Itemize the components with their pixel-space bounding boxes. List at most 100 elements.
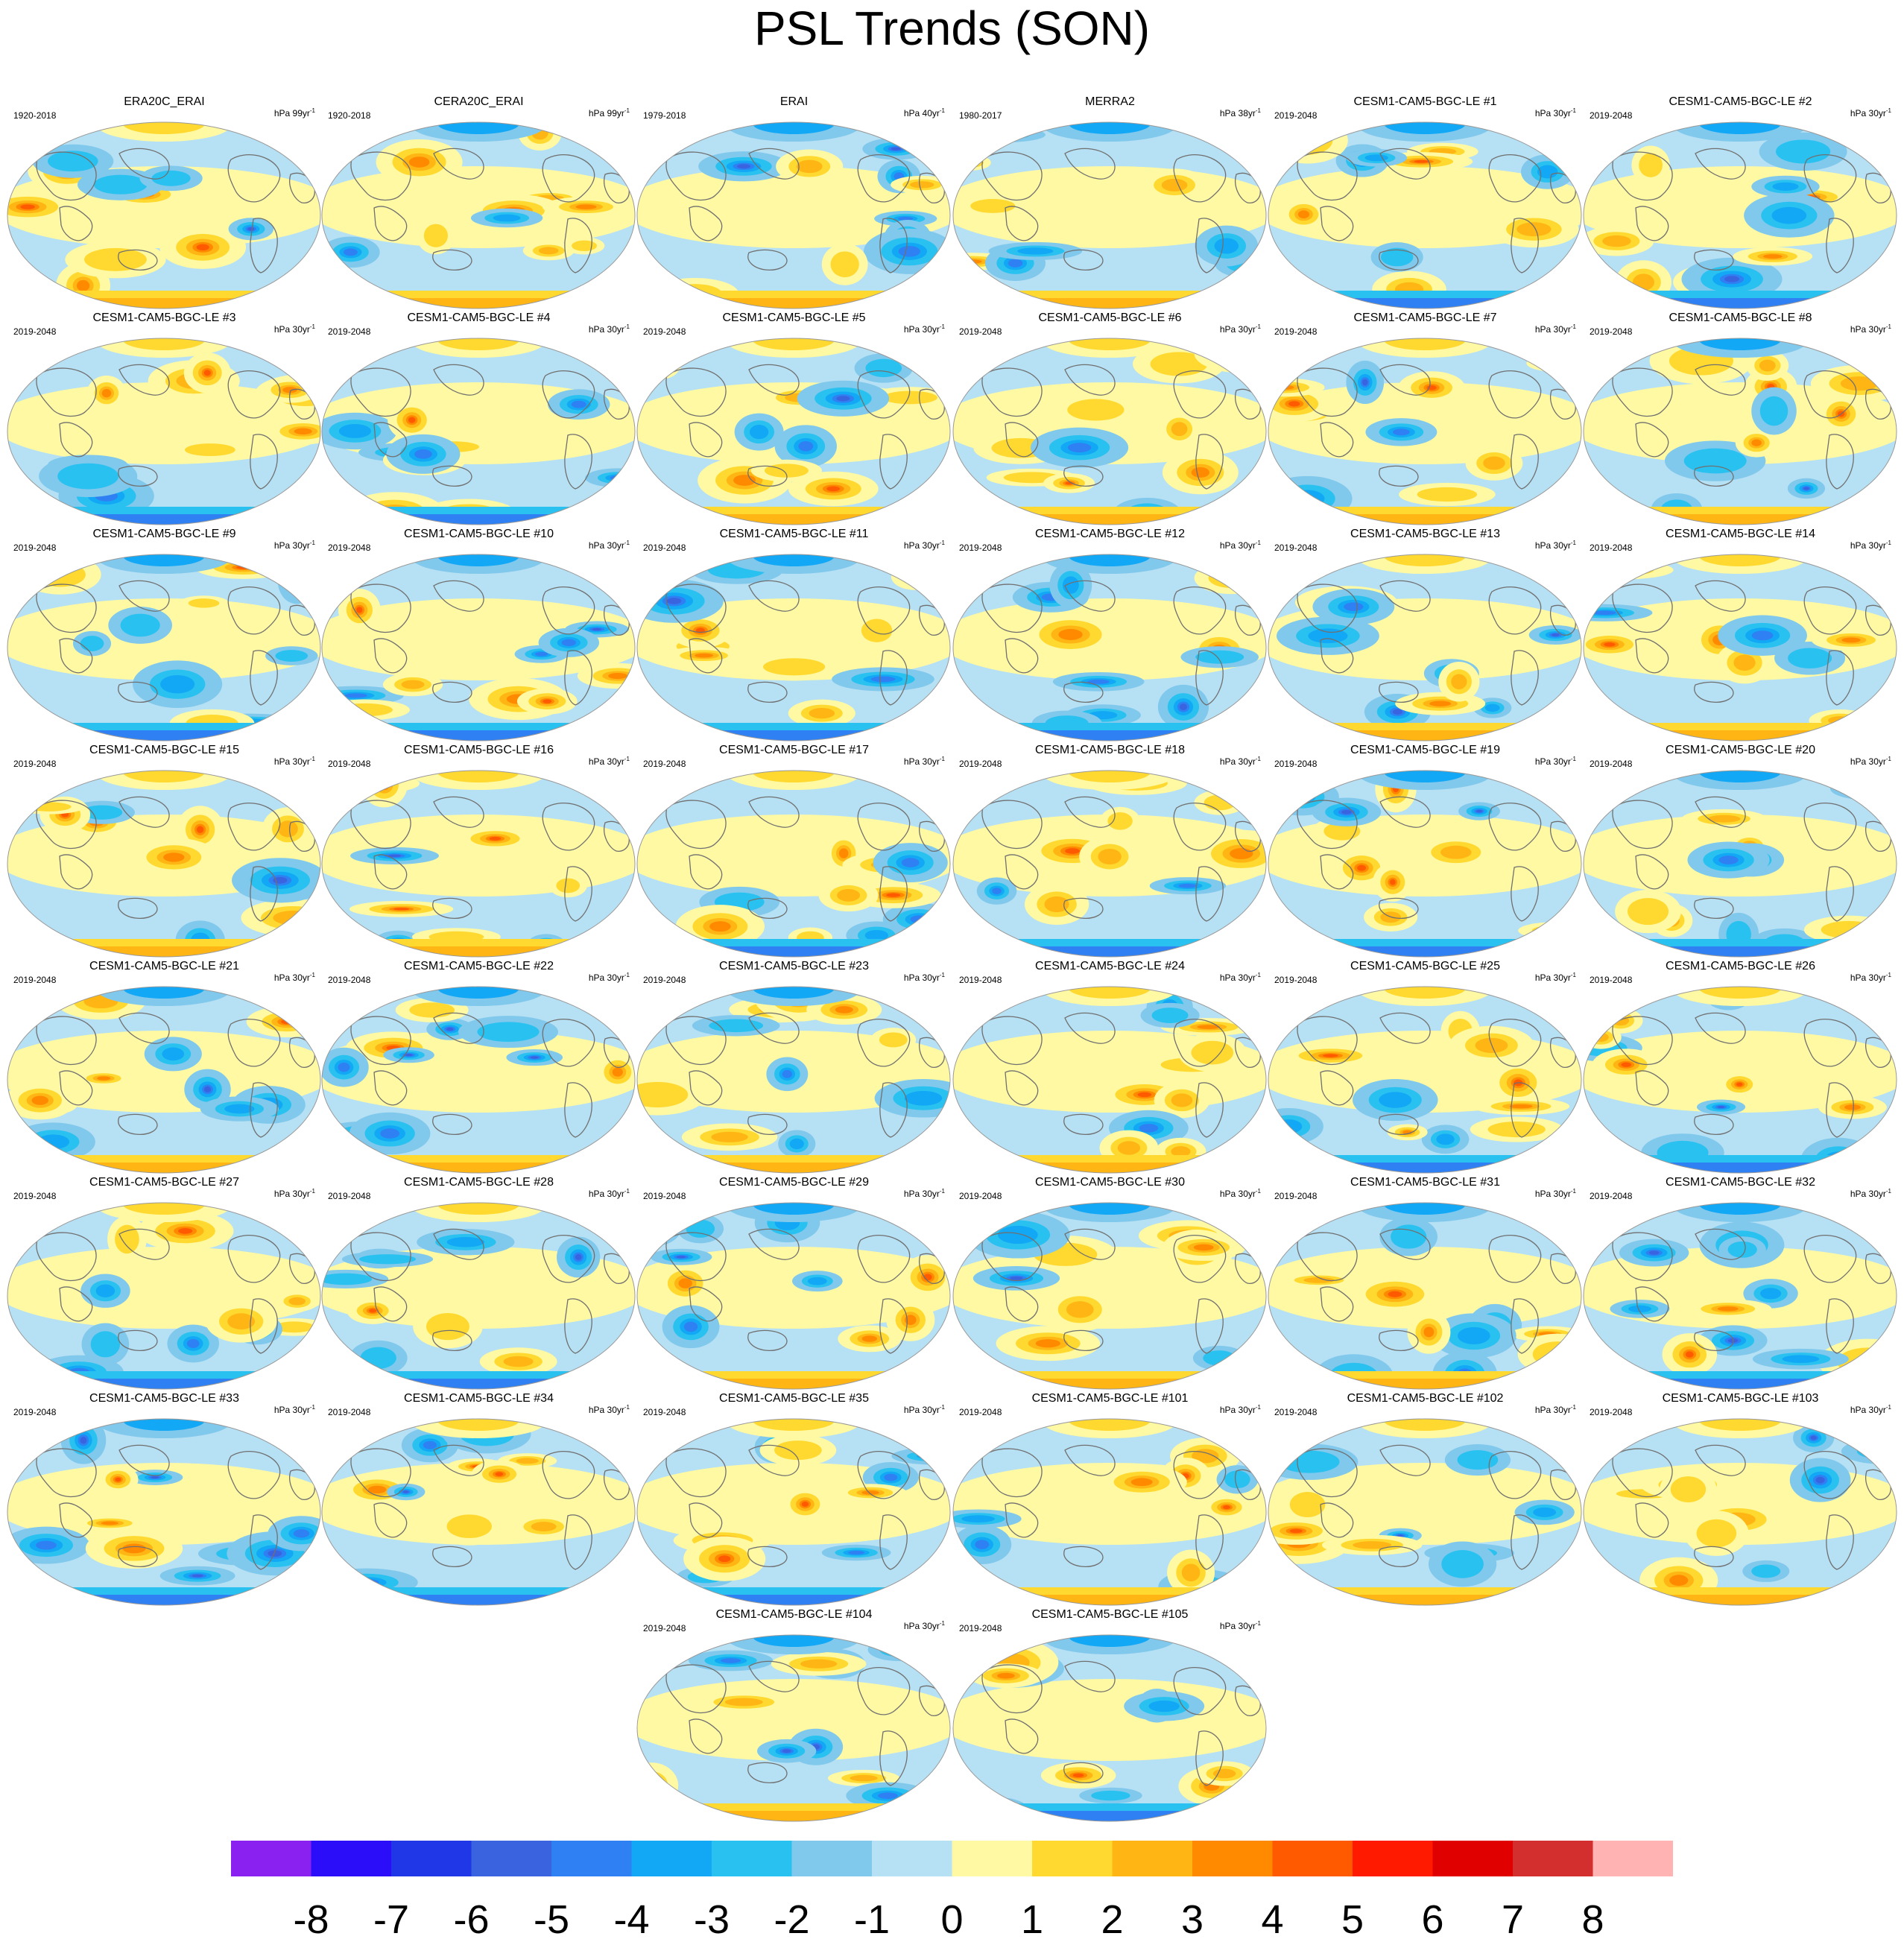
map-panel-grid: ERA20C_ERAI 1920-2018 hPa 99yr-1 CERA20C_ER… bbox=[6, 95, 1899, 1822]
map-panel: CESM1-CAM5-BGC-LE #30 2019-2048 hPa 30yr-1 bbox=[952, 1176, 1268, 1392]
panel-period: 2019-2048 bbox=[643, 1407, 686, 1417]
panel-title: MERRA2 bbox=[1085, 95, 1135, 108]
map-panel: CESM1-CAM5-BGC-LE #12 2019-2048 hPa 30yr-1 bbox=[952, 528, 1268, 744]
colorbar-tick-label: 3 bbox=[1180, 1897, 1204, 1942]
map-panel: CESM1-CAM5-BGC-LE #11 2019-2048 hPa 30yr-1 bbox=[636, 528, 952, 744]
colorbar-tick-label: -4 bbox=[613, 1897, 650, 1942]
panel-period: 2019-2048 bbox=[13, 1191, 57, 1201]
map-panel: CESM1-CAM5-BGC-LE #102 2019-2048 hPa 30yr-… bbox=[1267, 1392, 1584, 1608]
map-panel: MERRA2 1980-2017 hPa 38yr-1 bbox=[952, 95, 1268, 311]
panel-period: 2019-2048 bbox=[643, 543, 686, 553]
panel-title: CESM1-CAM5-BGC-LE #24 bbox=[1035, 960, 1185, 972]
panel-period: 2019-2048 bbox=[643, 326, 686, 337]
panel-units: hPa 30yr-1 bbox=[273, 1188, 315, 1199]
panel-units: hPa 30yr-1 bbox=[1219, 1188, 1261, 1199]
colorbar-swatch bbox=[391, 1841, 472, 1876]
colorbar-swatch bbox=[872, 1841, 952, 1876]
map-panel: CESM1-CAM5-BGC-LE #7 2019-2048 hPa 30yr-1 bbox=[1267, 311, 1584, 528]
panel-period: 2019-2048 bbox=[959, 543, 1002, 553]
map-panel: CESM1-CAM5-BGC-LE #10 2019-2048 hPa 30yr-1 bbox=[320, 528, 637, 744]
map-panel: CESM1-CAM5-BGC-LE #14 2019-2048 hPa 30yr-1 bbox=[1582, 528, 1899, 744]
panel-title: CESM1-CAM5-BGC-LE #104 bbox=[715, 1608, 873, 1621]
panel-title: CESM1-CAM5-BGC-LE #18 bbox=[1035, 744, 1185, 756]
map-plot bbox=[1268, 338, 1582, 525]
panel-units: hPa 99yr-1 bbox=[588, 107, 630, 118]
panel-period: 2019-2048 bbox=[1274, 326, 1318, 337]
colorbar-swatch bbox=[311, 1841, 391, 1876]
panel-title: CESM1-CAM5-BGC-LE #103 bbox=[1662, 1392, 1819, 1405]
panel-period: 2019-2048 bbox=[1274, 543, 1318, 553]
map-panel: CESM1-CAM5-BGC-LE #21 2019-2048 hPa 30yr-1 bbox=[6, 960, 323, 1176]
map-plot bbox=[321, 338, 636, 525]
panel-units: hPa 30yr-1 bbox=[273, 756, 315, 767]
colorbar-swatch bbox=[1032, 1841, 1113, 1876]
panel-period: 2019-2048 bbox=[959, 1623, 1002, 1633]
panel-period: 2019-2048 bbox=[1590, 759, 1633, 769]
panel-title: CESM1-CAM5-BGC-LE #20 bbox=[1666, 744, 1815, 756]
panel-period: 2019-2048 bbox=[13, 759, 57, 769]
panel-period: 2019-2048 bbox=[1274, 1191, 1318, 1201]
panel-units: hPa 30yr-1 bbox=[1850, 107, 1891, 118]
panel-title: ERAI bbox=[779, 95, 809, 108]
panel-units: hPa 30yr-1 bbox=[588, 323, 630, 335]
panel-period: 2019-2048 bbox=[328, 1407, 371, 1417]
map-panel: CESM1-CAM5-BGC-LE #13 2019-2048 hPa 30yr-1 bbox=[1267, 528, 1584, 744]
panel-units: hPa 30yr-1 bbox=[903, 323, 945, 335]
panel-period: 1980-2017 bbox=[959, 110, 1002, 121]
panel-title: CESM1-CAM5-BGC-LE #1 bbox=[1353, 95, 1497, 108]
panel-title: CESM1-CAM5-BGC-LE #12 bbox=[1035, 528, 1185, 540]
colorbar-tick-label: 6 bbox=[1421, 1897, 1444, 1942]
panel-title: CESM1-CAM5-BGC-LE #14 bbox=[1666, 528, 1815, 540]
map-plot bbox=[1268, 1418, 1582, 1606]
panel-period: 1920-2018 bbox=[13, 110, 57, 121]
panel-period: 2019-2048 bbox=[1590, 1191, 1633, 1201]
map-panel: CESM1-CAM5-BGC-LE #35 2019-2048 hPa 30yr-1 bbox=[636, 1392, 952, 1608]
map-plot bbox=[636, 986, 951, 1174]
panel-units: hPa 30yr-1 bbox=[1534, 540, 1576, 551]
map-panel: ERA20C_ERAI 1920-2018 hPa 99yr-1 bbox=[6, 95, 323, 311]
map-panel: CESM1-CAM5-BGC-LE #4 2019-2048 hPa 30yr-1 bbox=[320, 311, 637, 528]
colorbar-swatch bbox=[231, 1841, 311, 1876]
panel-period: 2019-2048 bbox=[1274, 759, 1318, 769]
map-panel: CESM1-CAM5-BGC-LE #27 2019-2048 hPa 30yr-1 bbox=[6, 1176, 323, 1392]
panel-title: CESM1-CAM5-BGC-LE #13 bbox=[1350, 528, 1500, 540]
panel-period: 2019-2048 bbox=[1590, 110, 1633, 121]
panel-period: 2019-2048 bbox=[13, 1407, 57, 1417]
panel-period: 2019-2048 bbox=[1274, 1407, 1318, 1417]
panel-title: CESM1-CAM5-BGC-LE #26 bbox=[1666, 960, 1815, 972]
map-panel: CESM1-CAM5-BGC-LE #28 2019-2048 hPa 30yr-1 bbox=[320, 1176, 637, 1392]
map-panel: CESM1-CAM5-BGC-LE #19 2019-2048 hPa 30yr-1 bbox=[1267, 744, 1584, 960]
panel-period: 2019-2048 bbox=[1590, 975, 1633, 985]
panel-units: hPa 30yr-1 bbox=[1534, 107, 1576, 118]
colorbar bbox=[231, 1841, 1673, 1876]
colorbar-swatch bbox=[1513, 1841, 1593, 1876]
panel-title: CESM1-CAM5-BGC-LE #6 bbox=[1038, 311, 1182, 324]
map-plot bbox=[1583, 1202, 1897, 1390]
map-panel: CESM1-CAM5-BGC-LE #103 2019-2048 hPa 30yr-… bbox=[1582, 1392, 1899, 1608]
panel-title: CESM1-CAM5-BGC-LE #33 bbox=[89, 1392, 239, 1405]
panel-period: 2019-2048 bbox=[959, 1191, 1002, 1201]
map-plot bbox=[952, 121, 1267, 309]
map-panel: CESM1-CAM5-BGC-LE #18 2019-2048 hPa 30yr-1 bbox=[952, 744, 1268, 960]
map-panel: CESM1-CAM5-BGC-LE #3 2019-2048 hPa 30yr-1 bbox=[6, 311, 323, 528]
panel-units: hPa 30yr-1 bbox=[273, 540, 315, 551]
panel-period: 2019-2048 bbox=[328, 326, 371, 337]
panel-title: CESM1-CAM5-BGC-LE #32 bbox=[1666, 1176, 1815, 1189]
map-plot bbox=[321, 986, 636, 1174]
colorbar-swatch bbox=[1593, 1841, 1673, 1876]
panel-title: CESM1-CAM5-BGC-LE #25 bbox=[1350, 960, 1500, 972]
panel-units: hPa 30yr-1 bbox=[1850, 1188, 1891, 1199]
map-plot bbox=[952, 1418, 1267, 1606]
panel-period: 2019-2048 bbox=[959, 759, 1002, 769]
map-plot bbox=[7, 1202, 321, 1390]
colorbar-tick-label: -8 bbox=[293, 1897, 329, 1942]
map-panel: CESM1-CAM5-BGC-LE #17 2019-2048 hPa 30yr-1 bbox=[636, 744, 952, 960]
panel-title: CESM1-CAM5-BGC-LE #101 bbox=[1031, 1392, 1189, 1405]
map-plot bbox=[952, 1202, 1267, 1390]
panel-units: hPa 30yr-1 bbox=[1850, 323, 1891, 335]
panel-title: CESM1-CAM5-BGC-LE #11 bbox=[719, 528, 869, 540]
colorbar-tick-label: 1 bbox=[1020, 1897, 1044, 1942]
map-plot bbox=[1268, 986, 1582, 1174]
panel-title: CESM1-CAM5-BGC-LE #27 bbox=[89, 1176, 239, 1189]
map-panel: CESM1-CAM5-BGC-LE #101 2019-2048 hPa 30yr-… bbox=[952, 1392, 1268, 1608]
